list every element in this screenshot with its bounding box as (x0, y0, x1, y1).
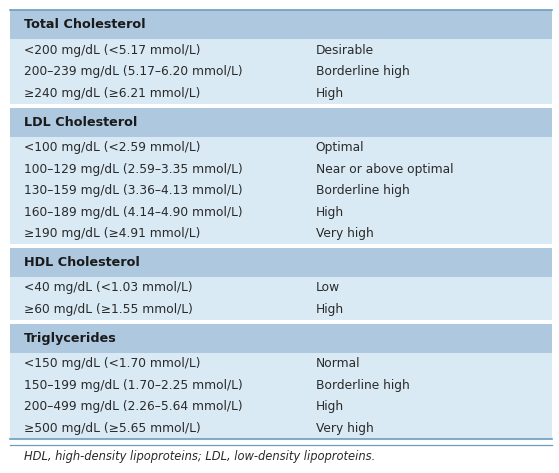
Text: <40 mg/dL (<1.03 mmol/L): <40 mg/dL (<1.03 mmol/L) (24, 281, 193, 294)
Bar (10, 10, 552, 39)
Text: Desirable: Desirable (316, 44, 374, 57)
Bar (10, 108, 552, 137)
Bar (10, 324, 552, 353)
Text: Borderline high: Borderline high (316, 65, 410, 78)
Text: Total Cholesterol: Total Cholesterol (24, 18, 146, 31)
Text: HDL, high-density lipoproteins; LDL, low-density lipoproteins.: HDL, high-density lipoproteins; LDL, low… (24, 450, 375, 463)
Text: ≥60 mg/dL (≥1.55 mmol/L): ≥60 mg/dL (≥1.55 mmol/L) (24, 303, 193, 316)
Text: Low: Low (316, 281, 340, 294)
Text: Normal: Normal (316, 357, 361, 370)
Text: Triglycerides: Triglycerides (24, 332, 117, 345)
Text: <200 mg/dL (<5.17 mmol/L): <200 mg/dL (<5.17 mmol/L) (24, 44, 201, 57)
Text: Very high: Very high (316, 227, 373, 240)
Text: High: High (316, 303, 344, 316)
Text: Very high: Very high (316, 422, 373, 435)
Text: ≥240 mg/dL (≥6.21 mmol/L): ≥240 mg/dL (≥6.21 mmol/L) (24, 87, 201, 100)
Text: High: High (316, 87, 344, 100)
Text: Near or above optimal: Near or above optimal (316, 163, 453, 175)
Bar (10, 223, 552, 244)
Bar (10, 418, 552, 439)
Bar (10, 396, 552, 418)
Text: Borderline high: Borderline high (316, 379, 410, 392)
Text: 160–189 mg/dL (4.14–4.90 mmol/L): 160–189 mg/dL (4.14–4.90 mmol/L) (24, 206, 243, 219)
Bar (10, 353, 552, 375)
Bar (10, 39, 552, 61)
Bar (10, 158, 552, 180)
Text: High: High (316, 206, 344, 219)
Text: HDL Cholesterol: HDL Cholesterol (24, 256, 140, 269)
Text: High: High (316, 400, 344, 413)
Text: <150 mg/dL (<1.70 mmol/L): <150 mg/dL (<1.70 mmol/L) (24, 357, 201, 370)
Bar (10, 61, 552, 82)
Bar (10, 298, 552, 320)
Bar (10, 137, 552, 158)
Text: LDL Cholesterol: LDL Cholesterol (24, 116, 138, 129)
Bar (10, 201, 552, 223)
Bar (10, 180, 552, 201)
Text: ≥500 mg/dL (≥5.65 mmol/L): ≥500 mg/dL (≥5.65 mmol/L) (24, 422, 201, 435)
Text: 200–239 mg/dL (5.17–6.20 mmol/L): 200–239 mg/dL (5.17–6.20 mmol/L) (24, 65, 243, 78)
Bar (10, 277, 552, 298)
Text: 130–159 mg/dL (3.36–4.13 mmol/L): 130–159 mg/dL (3.36–4.13 mmol/L) (24, 184, 243, 197)
Text: 100–129 mg/dL (2.59–3.35 mmol/L): 100–129 mg/dL (2.59–3.35 mmol/L) (24, 163, 243, 175)
Bar (10, 375, 552, 396)
Bar (10, 82, 552, 104)
Text: 150–199 mg/dL (1.70–2.25 mmol/L): 150–199 mg/dL (1.70–2.25 mmol/L) (24, 379, 243, 392)
Text: <100 mg/dL (<2.59 mmol/L): <100 mg/dL (<2.59 mmol/L) (24, 141, 201, 154)
Text: 200–499 mg/dL (2.26–5.64 mmol/L): 200–499 mg/dL (2.26–5.64 mmol/L) (24, 400, 243, 413)
Text: Borderline high: Borderline high (316, 184, 410, 197)
Bar (10, 248, 552, 277)
Text: Optimal: Optimal (316, 141, 364, 154)
Text: ≥190 mg/dL (≥4.91 mmol/L): ≥190 mg/dL (≥4.91 mmol/L) (24, 227, 201, 240)
